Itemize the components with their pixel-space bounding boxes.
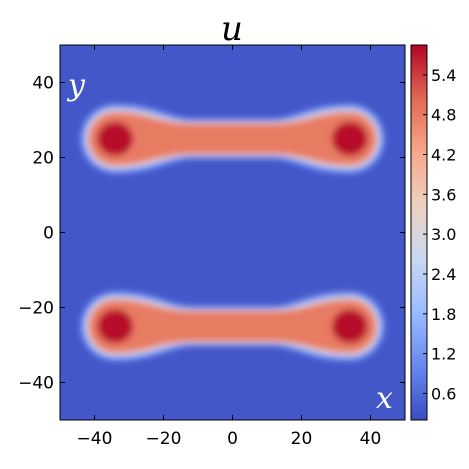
- x-tick-label-0: −40: [77, 429, 113, 449]
- y-tick-label-4: −40: [18, 374, 54, 394]
- y-tick-label-0: 40: [32, 74, 54, 94]
- x-tick-label-1: −20: [146, 429, 182, 449]
- chart-title: u: [221, 9, 243, 49]
- contour-lower-band-4: [89, 300, 376, 353]
- structure-upper-band: [80, 103, 385, 174]
- colorbar-tick-label-7: 4.8: [431, 106, 456, 125]
- colorbar-tick-label-0: 0.6: [431, 384, 456, 403]
- x-tick-label-2: 0: [227, 429, 238, 449]
- colorbar-tick-label-5: 3.6: [431, 185, 456, 204]
- colorbar-tick-label-4: 3.0: [431, 225, 456, 244]
- contour-upper-band-4: [89, 112, 376, 165]
- x-axis: −40 −20 0 20 40: [77, 45, 382, 449]
- colorbar-tick-label-3: 2.4: [431, 265, 456, 284]
- plot-area: [60, 45, 405, 420]
- end-cap-lower-band-1: [331, 309, 368, 344]
- colorbar-tick-label-8: 5.4: [431, 66, 456, 85]
- x-corner-label: x: [376, 381, 393, 416]
- y-corner-label: y: [66, 68, 86, 103]
- colorbar-tick-label-2: 1.8: [431, 305, 456, 324]
- colorbar-tick-label-6: 4.2: [431, 146, 456, 165]
- x-tick-label-3: 20: [291, 429, 313, 449]
- end-cap-lower-band-0: [97, 309, 134, 344]
- structure-lower-band: [80, 291, 385, 362]
- heatmap-background: [60, 45, 405, 420]
- x-tick-label-4: 40: [360, 429, 382, 449]
- end-cap-upper-band-1: [331, 121, 368, 156]
- colorbar-axis: 0.6 1.2 1.8 2.4 3.0 3.6 4.2 4.8 5.4: [423, 66, 456, 403]
- y-tick-label-3: −20: [18, 299, 54, 319]
- y-tick-label-2: 0: [43, 224, 54, 244]
- colorbar-tick-label-1: 1.2: [431, 345, 456, 364]
- end-cap-upper-band-0: [97, 121, 134, 156]
- heatmap-structures: [80, 103, 385, 362]
- y-axis: 40 20 0 −20 −40: [18, 74, 405, 394]
- y-tick-label-1: 20: [32, 149, 54, 169]
- colorbar: [410, 44, 428, 421]
